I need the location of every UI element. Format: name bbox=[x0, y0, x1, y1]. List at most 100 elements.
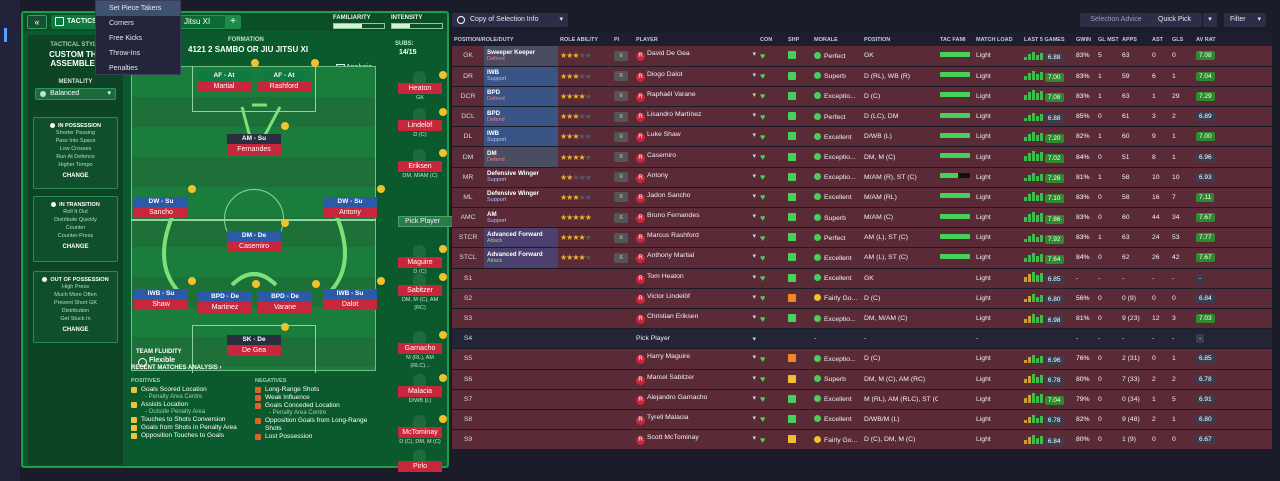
player-cell[interactable]: R Tyrell Malacia ▾ bbox=[634, 409, 758, 431]
column-header[interactable]: AST bbox=[1150, 33, 1170, 46]
pitch-player-token[interactable]: AF - At Martial bbox=[197, 59, 259, 97]
player-cell[interactable]: R Marcus Rashford ▾ bbox=[634, 227, 758, 249]
player-name[interactable]: Casemiro bbox=[647, 151, 677, 159]
pi-cell[interactable]: ≡ bbox=[612, 66, 634, 87]
player-cell[interactable]: R Marcel Sabitzer ▾ bbox=[634, 369, 758, 390]
chevron-down-icon[interactable]: ▾ bbox=[752, 253, 756, 261]
pitch-player-token[interactable]: DW - Su Sancho bbox=[134, 185, 196, 223]
table-row[interactable]: S5 R Harry Maguire ▾ ♥ Exceptio... D (C) Light … bbox=[452, 348, 1272, 370]
tactic-select[interactable]: Jitsu XI bbox=[178, 15, 230, 29]
sub-player[interactable]: Heaton GK bbox=[398, 71, 447, 102]
table-row[interactable]: S9 R Scott McTominay ▾ ♥ Fairly Go... D (C), D… bbox=[452, 429, 1272, 451]
role-duty-cell[interactable]: Sweeper Keeper Defend bbox=[484, 46, 558, 67]
table-row[interactable]: S3 R Christian Eriksen ▾ ♥ Exceptio... DM, M/A… bbox=[452, 308, 1272, 330]
player-name[interactable]: Christian Eriksen bbox=[647, 313, 699, 321]
pi-cell[interactable] bbox=[612, 288, 634, 309]
player-instructions-icon[interactable]: ≡ bbox=[614, 152, 628, 163]
column-header[interactable]: SHP bbox=[786, 33, 812, 46]
table-row[interactable]: STCR Advanced Forward Attack ★★★★★ ≡ R Marcus … bbox=[452, 227, 1272, 249]
table-row[interactable]: DL IWB Support ★★★★★ ≡ R Luke Shaw ▾ ♥ Excellent D… bbox=[452, 126, 1272, 148]
column-header[interactable]: APPS bbox=[1120, 33, 1150, 46]
pi-cell[interactable]: ≡ bbox=[612, 227, 634, 249]
table-row[interactable]: S7 R Alejandro Garnacho ▾ ♥ Excellent M (RL), … bbox=[452, 389, 1272, 410]
player-cell[interactable]: R Casemiro ▾ bbox=[634, 146, 758, 168]
sub-player[interactable]: Eriksen DM, M/AM (C) bbox=[398, 149, 447, 180]
filter-button[interactable]: Filter bbox=[1224, 13, 1266, 27]
out-change-button[interactable]: CHANGE bbox=[62, 327, 89, 333]
player-name[interactable]: Alejandro Garnacho bbox=[647, 393, 708, 401]
table-row[interactable]: STCL Advanced Forward Attack ★★★★★ ≡ R Anthony… bbox=[452, 247, 1272, 269]
chevron-down-icon[interactable]: ▾ bbox=[752, 374, 756, 382]
quick-pick-button[interactable]: Quick Pick bbox=[1152, 13, 1202, 27]
column-header[interactable]: POSITION/ROLE/DUTY bbox=[452, 33, 558, 46]
player-name[interactable]: Bruno Fernandes bbox=[647, 212, 700, 220]
sub-player[interactable]: Malacia D/WB (L) bbox=[398, 374, 447, 405]
pi-cell[interactable] bbox=[612, 429, 634, 451]
player-instructions-icon[interactable]: ≡ bbox=[614, 50, 628, 61]
table-row[interactable]: MR Defensive Winger Support ★★★★★ ≡ R Antony ▾ ♥… bbox=[452, 167, 1272, 188]
pi-cell[interactable] bbox=[612, 268, 634, 289]
chevron-down-icon[interactable]: ▾ bbox=[752, 51, 756, 59]
player-cell[interactable]: R Harry Maguire ▾ bbox=[634, 348, 758, 370]
player-cell[interactable]: R Christian Eriksen ▾ bbox=[634, 308, 758, 330]
table-row[interactable]: DR IWB Support ★★★★★ ≡ R Diogo Dalot ▾ ♥ Superb D … bbox=[452, 66, 1272, 87]
menu-item-set-piece-takers[interactable]: Set Piece Takers bbox=[96, 1, 180, 16]
chevron-down-icon[interactable]: ▾ bbox=[752, 172, 756, 180]
menu-item-penalties[interactable]: Penalties bbox=[109, 65, 138, 72]
role-duty-cell[interactable]: Defensive Winger Support bbox=[484, 167, 558, 188]
player-name[interactable]: Marcel Sabitzer bbox=[647, 373, 695, 381]
formation-name[interactable]: 4121 2 SAMBO OR JIU JITSU XI bbox=[188, 45, 309, 54]
chevron-down-icon[interactable]: ▾ bbox=[752, 354, 756, 362]
player-name[interactable]: Diogo Dalot bbox=[647, 70, 683, 78]
player-cell[interactable]: R Jadon Sancho ▾ bbox=[634, 187, 758, 209]
transition-change-button[interactable]: CHANGE bbox=[62, 244, 89, 250]
column-header[interactable]: GWIN bbox=[1074, 33, 1096, 46]
role-duty-cell[interactable]: IWB Support bbox=[484, 126, 558, 148]
column-header[interactable]: AV RAT bbox=[1194, 33, 1272, 46]
chevron-down-icon[interactable]: ▾ bbox=[752, 335, 756, 343]
player-name[interactable]: Marcus Rashford bbox=[647, 232, 699, 240]
table-row[interactable]: AMC AM Support ★★★★★ ≡ R Bruno Fernandes ▾ ♥ Supe… bbox=[452, 207, 1272, 229]
pi-cell[interactable] bbox=[612, 348, 634, 370]
player-name[interactable]: Jadon Sancho bbox=[647, 191, 691, 199]
player-instructions-icon[interactable]: ≡ bbox=[614, 111, 628, 122]
column-header[interactable]: GLS bbox=[1170, 33, 1194, 46]
table-row[interactable]: S8 R Tyrell Malacia ▾ ♥ Excellent D/WB/M (L) Li… bbox=[452, 409, 1272, 431]
column-header[interactable]: LAST 5 GAMES bbox=[1022, 33, 1074, 46]
player-instructions-icon[interactable]: ≡ bbox=[614, 212, 628, 223]
chevron-down-icon[interactable]: ▾ bbox=[752, 71, 756, 79]
pi-cell[interactable]: ≡ bbox=[612, 167, 634, 188]
table-row[interactable]: S4 Pick Player ▾ - - - ------ bbox=[452, 328, 1272, 350]
view-select[interactable]: Copy of Selection Info bbox=[452, 13, 568, 27]
player-name[interactable]: Luke Shaw bbox=[647, 131, 681, 139]
player-cell[interactable]: R Alejandro Garnacho ▾ bbox=[634, 389, 758, 410]
player-cell[interactable]: Pick Player ▾ bbox=[634, 328, 758, 350]
player-name[interactable]: David De Gea bbox=[647, 50, 690, 58]
player-name[interactable]: Lisandro Martínez bbox=[647, 111, 702, 119]
pi-cell[interactable] bbox=[612, 409, 634, 431]
chevron-down-icon[interactable]: ▾ bbox=[752, 213, 756, 221]
pitch-player-token[interactable]: IWB - Su Shaw bbox=[134, 277, 196, 315]
player-cell[interactable]: R Diogo Dalot ▾ bbox=[634, 66, 758, 87]
pi-cell[interactable]: ≡ bbox=[612, 146, 634, 168]
table-row[interactable]: DCL BPD Defend ★★★★★ ≡ R Lisandro Martínez ▾ ♥ Pe… bbox=[452, 106, 1272, 128]
sub-player[interactable]: Maguire D (C) bbox=[398, 245, 447, 276]
chevron-down-icon[interactable]: ▾ bbox=[752, 112, 756, 120]
chevron-down-icon[interactable]: ▾ bbox=[752, 91, 756, 99]
player-name[interactable]: Victor Lindelöf bbox=[647, 292, 690, 300]
tab-tactics[interactable]: TACTICS bbox=[51, 15, 101, 29]
chevron-down-icon[interactable]: ▾ bbox=[752, 192, 756, 200]
player-instructions-icon[interactable]: ≡ bbox=[614, 71, 628, 82]
player-name[interactable]: Tyrell Malacia bbox=[647, 413, 689, 421]
player-name[interactable]: Anthony Martial bbox=[647, 252, 695, 260]
table-row[interactable]: S2 R Victor Lindelöf ▾ ♥ Fairly Go... D (C) Lig… bbox=[452, 288, 1272, 309]
player-cell[interactable]: R Antony ▾ bbox=[634, 167, 758, 188]
column-header[interactable]: CON bbox=[758, 33, 786, 46]
role-duty-cell[interactable]: Advanced Forward Attack bbox=[484, 247, 558, 269]
pi-cell[interactable]: ≡ bbox=[612, 247, 634, 269]
role-duty-cell[interactable]: Defensive Winger Support bbox=[484, 187, 558, 209]
pi-cell[interactable]: ≡ bbox=[612, 126, 634, 148]
menu-item-corners[interactable]: Corners bbox=[109, 20, 134, 27]
table-row[interactable]: DM DM Defend ★★★★★ ≡ R Casemiro ▾ ♥ Exceptio... DM… bbox=[452, 146, 1272, 168]
column-header[interactable]: TAC FAMI bbox=[938, 33, 974, 46]
